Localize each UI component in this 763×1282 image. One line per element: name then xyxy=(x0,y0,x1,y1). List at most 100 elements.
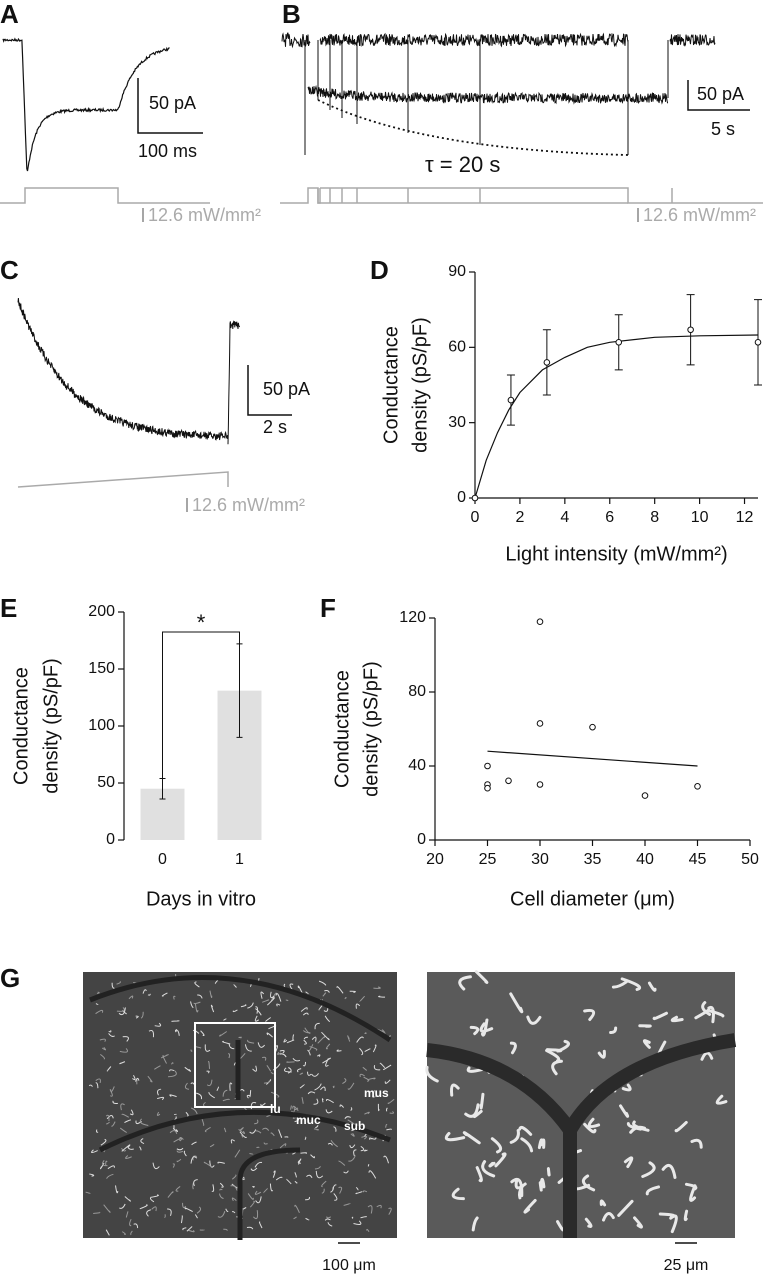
tissue-fiber xyxy=(112,1100,118,1105)
lumen xyxy=(89,975,392,1043)
y-tick-label: 150 xyxy=(88,660,115,677)
tissue-fiber xyxy=(247,1193,254,1200)
tissue-fiber xyxy=(314,1166,321,1170)
tissue-fiber xyxy=(539,1138,546,1149)
tissue-fiber xyxy=(321,1098,324,1103)
tissue-fiber xyxy=(322,1057,331,1064)
tissue-fiber xyxy=(167,1191,174,1198)
tissue-fiber xyxy=(292,1105,299,1111)
current-trace xyxy=(307,84,669,105)
tissue-fiber xyxy=(707,1005,715,1024)
tissue-fiber xyxy=(270,1091,280,1098)
tissue-fiber xyxy=(124,1196,131,1202)
tissue-fiber xyxy=(368,1077,376,1080)
data-point xyxy=(536,618,544,626)
tissue-fiber xyxy=(388,1207,392,1215)
tissue-fiber xyxy=(309,1046,318,1051)
tissue-fiber xyxy=(647,981,657,992)
tissue-fiber xyxy=(140,1138,145,1145)
y-tick-label: 0 xyxy=(417,831,426,848)
tissue-fiber xyxy=(707,1009,725,1018)
panel-letter: A xyxy=(0,0,19,29)
tissue-fiber xyxy=(139,1146,142,1151)
tissue-fiber xyxy=(196,1206,202,1214)
tissue-fiber xyxy=(304,1136,307,1140)
tissue-fiber xyxy=(275,1176,283,1181)
tissue-fiber xyxy=(255,1008,262,1016)
tissue-fiber xyxy=(233,984,237,988)
tissue-fiber xyxy=(119,1203,126,1209)
light-trace xyxy=(17,471,229,488)
tissue-fiber xyxy=(184,1207,193,1212)
tissue-fiber xyxy=(332,1085,335,1089)
tissue-fiber xyxy=(156,1096,165,1101)
tissue-fiber xyxy=(129,1109,134,1116)
tissue-fiber xyxy=(310,1154,315,1159)
significance-bracket xyxy=(162,631,240,779)
y-tick-label: 100 xyxy=(88,717,115,734)
tissue-fiber xyxy=(247,1002,254,1009)
tissue-fiber xyxy=(222,1089,228,1097)
scale-label: 100 ms xyxy=(138,141,197,161)
tissue-fiber xyxy=(599,1199,607,1207)
y-tick-label: 50 xyxy=(97,774,115,791)
tissue-fiber xyxy=(294,1204,300,1214)
tissue-fiber xyxy=(658,1212,676,1219)
tissue-fiber xyxy=(157,1088,162,1096)
y-tick-label: 60 xyxy=(448,339,466,356)
light-label: 12.6 mW/mm² xyxy=(192,495,305,515)
tissue-fiber xyxy=(249,1090,252,1098)
tissue-fiber xyxy=(255,1006,259,1014)
tissue-fiber xyxy=(149,1197,155,1203)
tissue-fiber xyxy=(279,1053,287,1058)
tissue-fiber xyxy=(200,1030,205,1037)
tissue-fiber xyxy=(265,1017,271,1022)
tissue-fiber xyxy=(229,1082,233,1091)
tissue-fiber xyxy=(336,986,344,994)
tissue-fiber xyxy=(206,1070,210,1074)
tissue-fiber xyxy=(257,1042,266,1048)
y-axis-label: density (pS/pF) xyxy=(40,658,62,794)
tissue-fiber xyxy=(389,1111,394,1114)
data-point xyxy=(471,494,479,502)
y-axis-label: Conductance xyxy=(10,667,32,785)
x-tick-label: 45 xyxy=(689,851,707,868)
tissue-fiber xyxy=(306,1174,313,1179)
tissue-fiber xyxy=(425,1065,439,1083)
tissue-fiber xyxy=(193,1179,198,1187)
tissue-fiber xyxy=(294,1106,299,1110)
tissue-fiber xyxy=(222,1098,230,1102)
tissue-fiber xyxy=(322,992,327,997)
tissue-fiber xyxy=(119,1061,126,1065)
tissue-fiber xyxy=(85,1191,91,1194)
current-trace xyxy=(319,32,629,48)
tissue-fiber xyxy=(99,1038,106,1042)
tissue-fiber xyxy=(225,1208,229,1212)
tissue-fiber xyxy=(363,1076,370,1082)
light-trace xyxy=(0,187,210,204)
tissue-fiber xyxy=(626,1122,643,1131)
light-label: 12.6 mW/mm² xyxy=(148,205,261,225)
tissue-fiber xyxy=(96,991,100,994)
x-tick-label: 4 xyxy=(560,509,569,526)
data-point xyxy=(536,720,544,727)
tissue-fiber xyxy=(348,1037,350,1039)
tissue-fiber xyxy=(148,1030,155,1038)
tissue-fiber xyxy=(121,1113,130,1118)
tissue-fiber xyxy=(172,1163,175,1168)
tissue-fiber xyxy=(133,1223,139,1229)
y-axis-label: Conductance xyxy=(380,326,402,444)
tissue-fiber xyxy=(185,1111,189,1117)
tissue-fiber xyxy=(173,1137,183,1143)
y-tick-label: 200 xyxy=(88,603,115,620)
tissue-fiber xyxy=(321,1031,330,1041)
tissue-fiber xyxy=(175,1029,178,1033)
tissue-fiber xyxy=(300,1152,308,1154)
tissue-fiber xyxy=(217,1211,226,1218)
tissue-fiber xyxy=(367,1205,373,1214)
tau-label: τ = 20 s xyxy=(425,152,500,177)
current-trace xyxy=(227,320,241,445)
data-point xyxy=(484,762,491,770)
tissue-fiber xyxy=(119,1127,127,1133)
tissue-fiber xyxy=(216,1086,220,1092)
